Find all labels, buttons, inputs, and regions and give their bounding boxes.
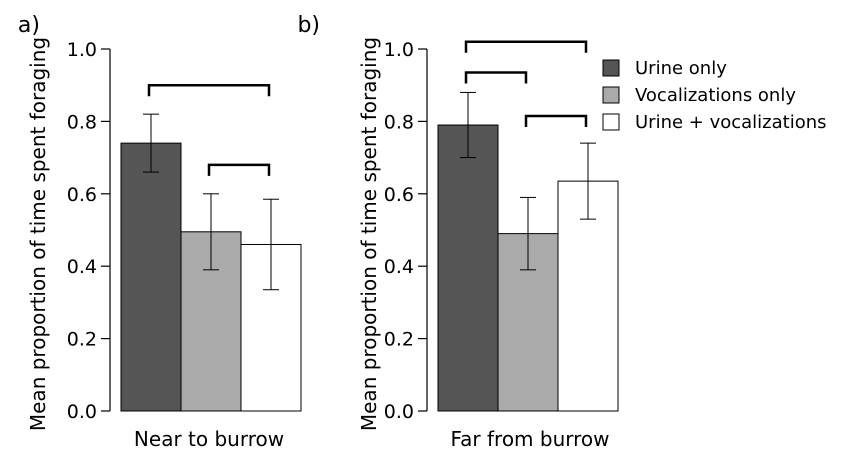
y-tick-label: 1.0 (67, 39, 97, 61)
significance-bracket (464, 71, 528, 84)
bar-urine-only (120, 142, 182, 412)
y-tick-label: 0.0 (67, 401, 97, 423)
x-axis-label: Far from burrow (450, 427, 609, 451)
y-tick-label: 0.6 (384, 184, 414, 206)
bar-urine-only (437, 124, 499, 412)
y-tick-label: 0.4 (67, 256, 97, 278)
legend-swatch (602, 59, 620, 77)
y-tick-label: 0.8 (384, 111, 414, 133)
y-tick-label: 0.0 (384, 401, 414, 423)
significance-bracket (524, 114, 588, 127)
panel-label: a) (18, 13, 40, 38)
y-tick-label: 0.4 (384, 256, 414, 278)
legend-swatch (602, 113, 620, 131)
y-tick-label: 0.6 (67, 184, 97, 206)
legend: Urine only Vocalizations only Urine + voca… (602, 58, 827, 133)
y-axis-title: Mean proportion of time spent foraging (357, 37, 381, 431)
y-tick-label: 0.8 (67, 111, 97, 133)
significance-bracket (147, 83, 271, 97)
panel-label: b) (297, 13, 320, 38)
x-axis-label: Near to burrow (134, 427, 284, 451)
legend-label: Urine + vocalizations (635, 112, 827, 133)
y-tick-label: 0.2 (67, 329, 97, 351)
legend-label: Vocalizations only (635, 85, 796, 106)
bar-vocalizations-only (497, 233, 559, 412)
y-tick-label: 0.2 (384, 329, 414, 351)
y-axis-title: Mean proportion of time spent foraging (26, 37, 50, 431)
legend-label: Urine only (635, 58, 727, 79)
y-tick-label: 1.0 (384, 39, 414, 61)
panel-a: a) 0.0 0.2 0.4 0.6 0.8 1.0 Mean proportion of t… (18, 13, 302, 451)
significance-bracket (207, 163, 271, 176)
legend-swatch (602, 86, 620, 104)
significance-bracket (464, 40, 588, 53)
